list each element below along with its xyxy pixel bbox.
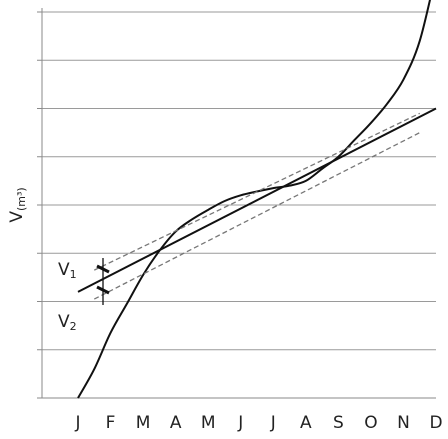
x-tick-label: A xyxy=(170,413,182,433)
annotation-text: V xyxy=(58,312,70,332)
x-tick-label: D xyxy=(429,413,442,433)
annotation-label: V1 xyxy=(58,260,77,281)
x-tick-label: N xyxy=(397,413,410,433)
x-tick-label: J xyxy=(270,413,276,433)
x-tick-label: F xyxy=(106,413,116,433)
annotation-subscript: 1 xyxy=(70,268,77,281)
series-group xyxy=(77,0,437,399)
envelope-line-dashed xyxy=(93,132,421,300)
y-axis-label: V(m³) xyxy=(7,187,28,222)
x-tick-label: S xyxy=(333,413,344,433)
grid-lines xyxy=(42,11,436,351)
x-tick-label: M xyxy=(136,413,151,433)
annotation-tick xyxy=(96,264,110,274)
envelope-line-dashed xyxy=(93,112,421,271)
cumulative-volume-curve xyxy=(77,0,431,399)
x-tick-label: J xyxy=(74,413,80,433)
annotation-tick xyxy=(96,285,110,295)
axes xyxy=(37,8,436,399)
annotation-subscript: 2 xyxy=(70,320,77,333)
annotation-label: V2 xyxy=(58,312,77,333)
x-tick-label: A xyxy=(300,413,312,433)
x-tick-label: M xyxy=(201,413,216,433)
x-tick-label: J xyxy=(237,413,243,433)
annotation-text: V xyxy=(58,260,70,280)
trend-line xyxy=(77,107,437,293)
x-tick-label: O xyxy=(364,413,377,433)
